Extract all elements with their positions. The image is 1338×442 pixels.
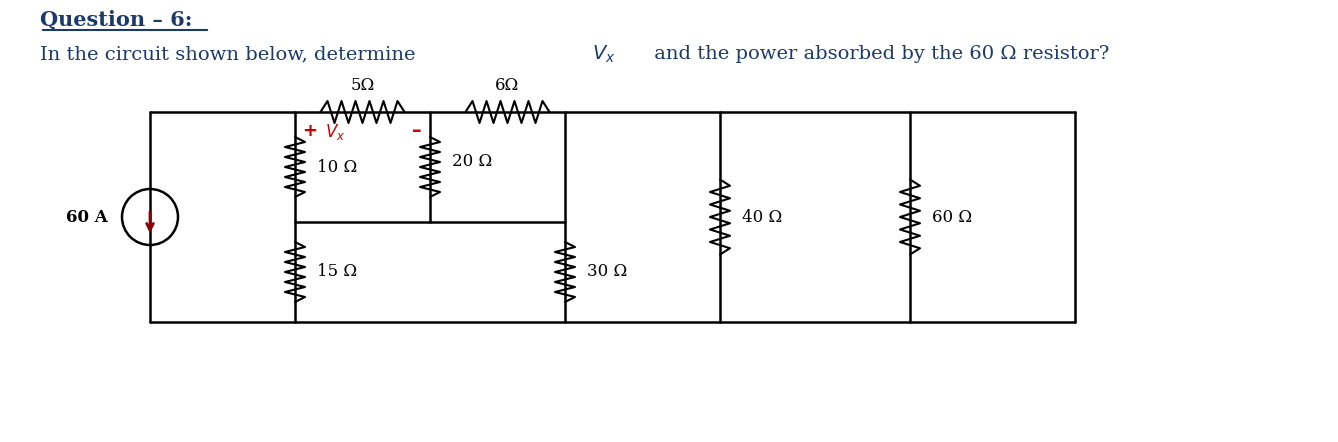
Text: 10 Ω: 10 Ω [317, 159, 357, 175]
Text: 30 Ω: 30 Ω [587, 263, 628, 281]
Text: $V_x$: $V_x$ [325, 122, 345, 142]
Text: Question – 6:: Question – 6: [40, 10, 193, 30]
Text: In the circuit shown below, determine: In the circuit shown below, determine [40, 45, 421, 63]
Text: 60 Ω: 60 Ω [933, 209, 973, 225]
Text: +: + [302, 122, 317, 140]
Text: 15 Ω: 15 Ω [317, 263, 357, 281]
Text: 60 A: 60 A [67, 209, 108, 225]
Text: 6Ω: 6Ω [495, 77, 519, 94]
Text: 5Ω: 5Ω [351, 77, 375, 94]
Text: $V_x$: $V_x$ [591, 43, 615, 65]
Text: 40 Ω: 40 Ω [743, 209, 783, 225]
Text: –: – [412, 122, 421, 141]
Text: 20 Ω: 20 Ω [452, 153, 492, 171]
Text: and the power absorbed by the 60 Ω resistor?: and the power absorbed by the 60 Ω resis… [648, 45, 1109, 63]
